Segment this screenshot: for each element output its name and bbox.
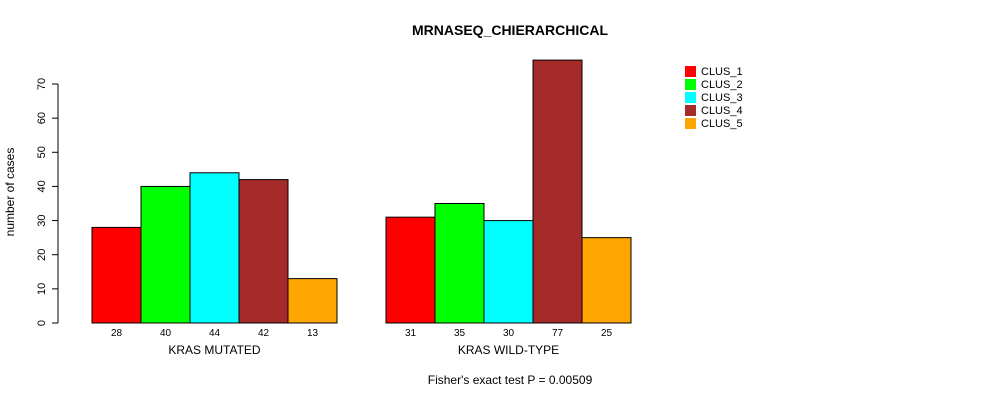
legend-swatch bbox=[685, 105, 696, 116]
legend-label: CLUS_3 bbox=[701, 92, 743, 104]
bar-value-label: 40 bbox=[160, 328, 172, 339]
bar-value-label: 77 bbox=[552, 328, 564, 339]
bar-clus-5-2 bbox=[581, 237, 632, 324]
bar-value-label: 28 bbox=[111, 328, 123, 339]
bar-value-label: 44 bbox=[209, 328, 221, 339]
bars-layer: 28 40 44 42 13 31 35 30 77 25 bbox=[91, 59, 632, 339]
y-tick-label: 40 bbox=[36, 180, 48, 192]
fisher-test-footnote: Fisher's exact test P = 0.00509 bbox=[428, 373, 593, 387]
bar-clus-4-2 bbox=[532, 59, 583, 324]
y-tick-label: 50 bbox=[36, 146, 48, 158]
legend-label: CLUS_4 bbox=[701, 105, 743, 117]
legend-label: CLUS_2 bbox=[701, 79, 743, 91]
bar-value-label: 42 bbox=[258, 328, 270, 339]
y-tick-label: 0 bbox=[36, 320, 48, 326]
bar-value-label: 31 bbox=[405, 328, 417, 339]
group-label-1: KRAS MUTATED bbox=[168, 343, 261, 357]
legend-swatch bbox=[685, 92, 696, 103]
bar-clus-3-1 bbox=[189, 172, 240, 324]
bar-clus-4-1 bbox=[238, 179, 289, 324]
legend-swatch bbox=[685, 79, 696, 90]
y-tick-label: 60 bbox=[36, 112, 48, 124]
legend-swatch bbox=[685, 66, 696, 77]
legend-label: CLUS_5 bbox=[701, 118, 743, 130]
bar-clus-5-1 bbox=[287, 278, 338, 324]
group-label-2: KRAS WILD-TYPE bbox=[458, 343, 559, 357]
bar-clus-1-2 bbox=[385, 216, 436, 324]
bar-clus-3-2 bbox=[483, 220, 534, 324]
bar-value-label: 13 bbox=[307, 328, 319, 339]
legend-label: CLUS_1 bbox=[701, 66, 743, 78]
chart-title: MRNASEQ_CHIERARCHICAL bbox=[412, 22, 608, 38]
y-tick-label: 30 bbox=[36, 214, 48, 226]
y-tick-label: 70 bbox=[36, 78, 48, 90]
y-tick-label: 20 bbox=[36, 249, 48, 261]
y-axis-label: number of cases bbox=[3, 148, 17, 237]
bar-value-label: 25 bbox=[601, 328, 613, 339]
group-labels: KRAS MUTATED KRAS WILD-TYPE bbox=[168, 343, 559, 357]
bar-clus-2-2 bbox=[434, 203, 485, 324]
legend-swatch bbox=[685, 118, 696, 129]
bar-clus-2-1 bbox=[140, 185, 191, 324]
y-axis: 0 10 20 30 40 50 60 70 bbox=[36, 78, 59, 326]
bar-value-label: 30 bbox=[503, 328, 515, 339]
bar-clus-1-1 bbox=[91, 226, 142, 324]
bar-value-label: 35 bbox=[454, 328, 466, 339]
y-tick-label: 10 bbox=[36, 283, 48, 295]
